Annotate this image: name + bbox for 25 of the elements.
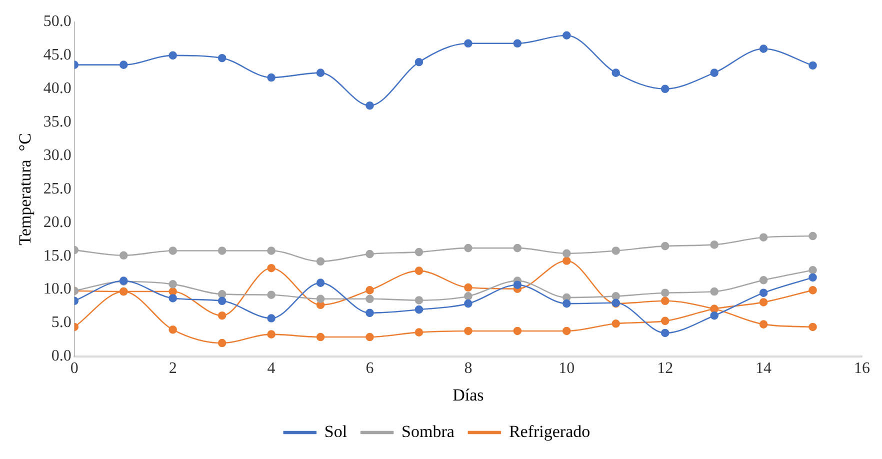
y-tick-label: 45.0 [43,46,72,64]
legend-label: Sombra [402,422,455,441]
y-tick-label: 50.0 [43,13,72,30]
y-tick-label: 35.0 [43,114,72,131]
x-tick-label: 2 [168,360,177,378]
x-axis-title: Días [452,385,484,404]
y-axis-title: Temperatura °C [16,133,35,246]
x-tick-label: 0 [70,360,78,378]
y-tick-label: 25.0 [43,180,72,198]
legend-label: Sol [324,422,348,441]
x-tick-label: 4 [267,360,276,378]
y-tick-label: 0.0 [51,348,72,365]
x-tick-label: 16 [854,360,870,378]
x-tick-label: 14 [756,360,772,378]
y-tick-label: 10.0 [43,280,72,298]
y-tick-label: 15.0 [43,247,72,264]
legend-label: Refrigerado [508,422,590,441]
y-tick-label: 40.0 [43,80,72,98]
x-tick-label: 8 [464,360,472,378]
x-tick-label: 12 [657,360,674,378]
y-tick-label: 30.0 [43,146,72,164]
y-tick-label: 5.0 [51,314,72,332]
x-tick-label: 6 [366,360,374,378]
y-tick-label: 20.0 [43,214,72,231]
x-tick-label: 10 [558,360,575,378]
